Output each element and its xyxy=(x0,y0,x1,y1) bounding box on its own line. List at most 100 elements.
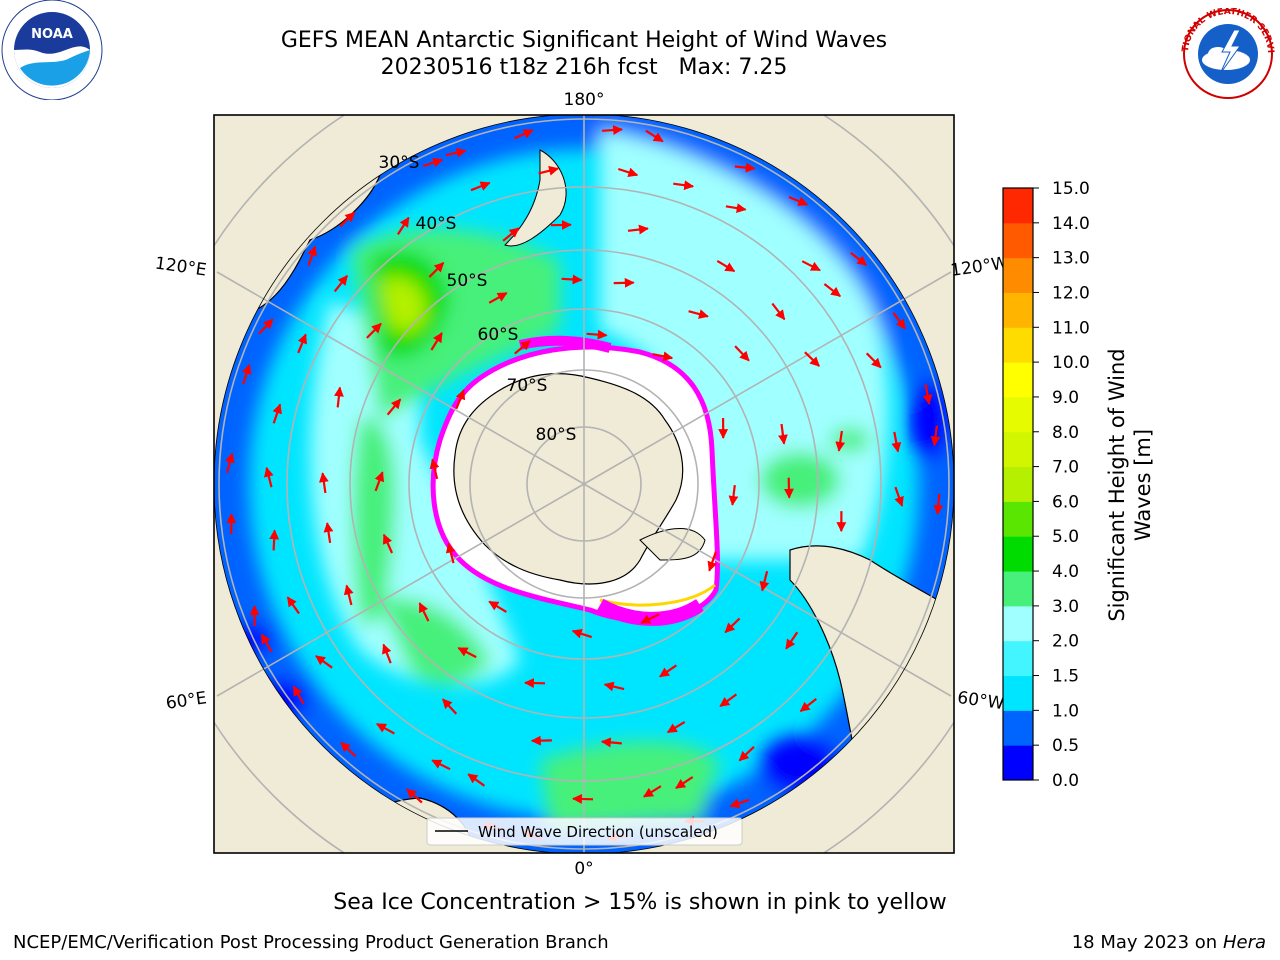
footer-machine: Hera xyxy=(1222,932,1266,953)
wave-direction-arrow xyxy=(804,351,820,367)
wave-direction-arrow xyxy=(241,363,252,385)
lat-label-50s: 50°S xyxy=(447,271,488,291)
wave-direction-arrow xyxy=(457,647,477,659)
colorbar-tick-label: 1.0 xyxy=(1052,701,1079,721)
colorbar-tick-label: 13.0 xyxy=(1052,249,1090,269)
colorbar-tick-label: 15.0 xyxy=(1052,179,1090,199)
wave-direction-arrow xyxy=(734,345,750,362)
wave-direction-arrow xyxy=(933,494,944,515)
lat-label-80s: 80°S xyxy=(536,425,577,445)
wave-direction-arrow xyxy=(716,259,736,273)
wave-direction-arrow xyxy=(586,329,608,340)
wave-direction-arrow xyxy=(366,322,382,339)
wave-direction-arrow xyxy=(719,693,738,708)
wave-direction-arrow xyxy=(645,129,664,143)
wave-direction-arrow xyxy=(785,631,799,650)
colorbar-tick-label: 9.0 xyxy=(1052,388,1079,408)
colorbar-segment xyxy=(1003,605,1033,642)
colorbar-tick-label: 11.0 xyxy=(1052,318,1090,338)
colorbar-segment xyxy=(1003,501,1033,537)
wave-direction-arrow xyxy=(675,776,694,790)
wave-direction-arrow xyxy=(488,600,507,613)
wave-direction-arrow xyxy=(269,529,280,551)
wave-direction-arrow xyxy=(428,262,445,278)
colorbar-segment xyxy=(1003,431,1033,468)
wave-direction-arrow xyxy=(627,224,649,235)
wave-direction-arrow xyxy=(865,352,882,369)
wave-direction-arrow xyxy=(759,570,770,592)
lon-label-60e: 60°E xyxy=(165,688,208,713)
colorbar-label-1: Significant Height of Wind xyxy=(1105,348,1129,621)
lon-label-180: 180° xyxy=(564,90,605,110)
colorbar-segment xyxy=(1003,675,1033,711)
wave-direction-arrow xyxy=(396,216,410,235)
wave-direction-arrow xyxy=(382,533,394,554)
wave-direction-arrow xyxy=(418,602,430,622)
wave-direction-arrow xyxy=(513,129,534,140)
wave-direction-arrow xyxy=(524,678,546,688)
wave-direction-arrow xyxy=(292,685,305,705)
wave-direction-arrow xyxy=(445,147,467,158)
wave-direction-arrow xyxy=(258,318,274,335)
colorbar-segment xyxy=(1003,327,1033,363)
wave-direction-arrow xyxy=(445,542,456,564)
lon-label-60w: 60°W xyxy=(956,688,1005,714)
wave-direction-arrow xyxy=(892,311,906,330)
wave-direction-arrow xyxy=(788,195,809,206)
wave-direction-arrow xyxy=(823,283,841,298)
wave-direction-arrow xyxy=(374,471,385,492)
colorbar-tick-label: 0.5 xyxy=(1052,736,1079,756)
wave-direction-arrow xyxy=(922,383,933,405)
arrow-legend-label: Wind Wave Direction (unscaled) xyxy=(478,823,718,841)
wave-direction-arrow xyxy=(323,522,334,544)
wave-direction-arrow xyxy=(382,643,392,664)
wave-direction-arrow xyxy=(571,628,593,639)
wave-direction-arrow xyxy=(799,698,817,713)
antarctica xyxy=(453,372,684,585)
wave-direction-arrow xyxy=(455,389,466,410)
wave-direction-arrow xyxy=(724,617,741,634)
wave-direction-arrow xyxy=(441,698,458,715)
wave-direction-arrow xyxy=(430,332,443,351)
wave-direction-arrow xyxy=(343,584,354,606)
map-frame xyxy=(213,114,955,854)
wave-direction-arrow xyxy=(771,302,786,321)
wave-direction-arrow xyxy=(602,125,623,135)
footer-date-text: 18 May 2023 on xyxy=(1071,932,1218,953)
colorbar-segment xyxy=(1003,257,1033,293)
wave-direction-arrow xyxy=(738,746,755,762)
wave-direction-arrow xyxy=(272,403,282,424)
wave-direction-arrow xyxy=(734,162,756,173)
colorbar-segment xyxy=(1003,396,1033,433)
wind-wave-arrows xyxy=(225,125,944,843)
colorbar-segment xyxy=(1003,222,1033,259)
lon-label-0: 0° xyxy=(574,859,593,879)
colorbar-segment xyxy=(1003,292,1033,328)
wave-direction-arrow xyxy=(801,260,821,272)
wave-direction-arrow xyxy=(467,773,486,787)
colorbar-tick-label: 5.0 xyxy=(1052,527,1079,547)
footer-branch: NCEP/EMC/Verification Post Processing Pr… xyxy=(13,932,609,953)
title-line-1: GEFS MEAN Antarctic Significant Height o… xyxy=(280,28,888,53)
colorbar-tick-label: 4.0 xyxy=(1052,562,1079,582)
colorbar-segment xyxy=(1003,466,1033,502)
lat-label-40s: 40°S xyxy=(416,214,457,234)
wave-direction-arrow xyxy=(600,737,622,748)
wave-direction-arrow xyxy=(334,386,344,408)
colorbar-tick-label: 3.0 xyxy=(1052,597,1079,617)
nws-logo: NATIONAL WEATHER SERVICE xyxy=(1176,8,1275,99)
colorbar-tick-label: 2.0 xyxy=(1052,632,1079,652)
wave-direction-arrow xyxy=(572,794,594,804)
wave-direction-arrow xyxy=(339,211,356,228)
wave-direction-arrow xyxy=(850,251,868,266)
wave-direction-arrow xyxy=(225,452,235,474)
colorbar-label-2: Waves [m] xyxy=(1131,429,1155,541)
wave-direction-arrow xyxy=(422,157,444,168)
lat-label-70s: 70°S xyxy=(507,376,548,396)
lon-label-120w: 120°W xyxy=(949,253,1009,281)
wave-direction-arrow xyxy=(707,551,717,572)
colorbar-tick-label: 1.5 xyxy=(1052,667,1079,687)
colorbar-segment xyxy=(1003,536,1033,572)
wave-direction-arrow xyxy=(688,309,709,319)
